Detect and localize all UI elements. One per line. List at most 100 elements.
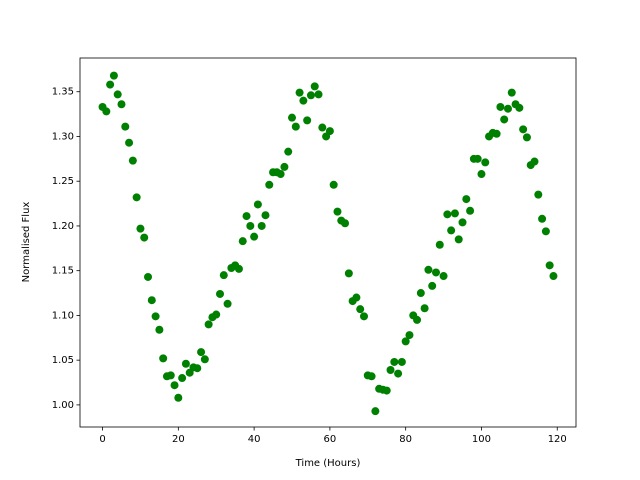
point <box>178 374 187 383</box>
point <box>401 337 410 346</box>
point <box>144 272 153 281</box>
point <box>325 127 334 136</box>
point <box>170 381 179 390</box>
y-tick-label: 1.00 <box>52 400 74 411</box>
point <box>333 207 342 216</box>
point <box>541 227 550 236</box>
point <box>109 71 118 80</box>
point <box>492 129 501 138</box>
x-tick-label: 120 <box>548 434 567 445</box>
point <box>534 190 543 199</box>
point <box>238 237 247 246</box>
point <box>359 312 368 321</box>
point <box>500 115 509 124</box>
point <box>538 214 547 223</box>
point <box>428 281 437 290</box>
point <box>265 180 274 189</box>
point <box>503 104 512 113</box>
x-axis-label: Time (Hours) <box>295 458 361 469</box>
point <box>151 312 160 321</box>
point <box>462 195 471 204</box>
point <box>443 210 452 219</box>
y-tick-label: 1.15 <box>52 266 74 277</box>
point <box>193 364 202 373</box>
point <box>352 293 361 302</box>
y-tick-label: 1.35 <box>52 87 74 98</box>
point <box>496 102 505 111</box>
point <box>394 369 403 378</box>
point <box>250 232 259 241</box>
point <box>413 315 422 324</box>
point <box>530 157 539 166</box>
point <box>507 88 516 97</box>
point <box>435 240 444 249</box>
point <box>405 331 414 340</box>
point <box>382 386 391 395</box>
point <box>477 170 486 179</box>
point <box>450 209 459 218</box>
plot-frame <box>79 57 577 428</box>
point <box>549 272 558 281</box>
point <box>212 310 221 319</box>
y-tick-label: 1.05 <box>52 355 74 366</box>
y-tick-label: 1.20 <box>52 221 74 232</box>
point <box>367 372 376 381</box>
point <box>234 264 243 273</box>
x-tick-label: 0 <box>99 434 105 445</box>
point <box>113 90 122 99</box>
point <box>454 235 463 244</box>
point <box>242 212 251 221</box>
point <box>522 133 531 142</box>
point <box>181 359 190 368</box>
point <box>519 125 528 134</box>
point <box>166 371 175 380</box>
point <box>306 91 315 100</box>
y-tick-label: 1.10 <box>52 310 74 321</box>
point <box>341 219 350 228</box>
y-axis-label: Normalised Flux <box>21 202 32 283</box>
point <box>458 218 467 227</box>
point <box>132 193 141 202</box>
point <box>397 357 406 366</box>
point <box>473 154 482 163</box>
point <box>147 296 156 305</box>
point <box>128 156 137 165</box>
point <box>121 122 130 131</box>
point <box>155 325 164 334</box>
point <box>371 407 380 416</box>
point <box>318 123 327 132</box>
point <box>515 103 524 112</box>
x-tick-label: 80 <box>399 434 412 445</box>
point <box>219 271 228 280</box>
point <box>102 107 111 116</box>
point <box>140 233 149 242</box>
point <box>310 82 319 91</box>
point <box>329 180 338 189</box>
point <box>276 170 285 179</box>
point <box>106 80 115 89</box>
x-tick-label: 100 <box>472 434 491 445</box>
point <box>253 200 262 209</box>
point <box>288 113 297 122</box>
point <box>314 90 323 99</box>
point <box>303 116 312 125</box>
point <box>125 138 134 147</box>
point <box>223 299 232 308</box>
point <box>117 100 126 109</box>
point <box>299 96 308 105</box>
point <box>295 88 304 97</box>
point <box>159 354 168 363</box>
point <box>466 206 475 215</box>
point <box>136 224 145 233</box>
point <box>197 348 206 357</box>
point <box>257 221 266 230</box>
point <box>416 289 425 298</box>
point <box>424 265 433 274</box>
point <box>174 393 183 402</box>
point <box>246 221 255 230</box>
y-tick-label: 1.25 <box>52 176 74 187</box>
point <box>216 289 225 298</box>
x-tick-label: 40 <box>248 434 261 445</box>
point <box>447 226 456 235</box>
